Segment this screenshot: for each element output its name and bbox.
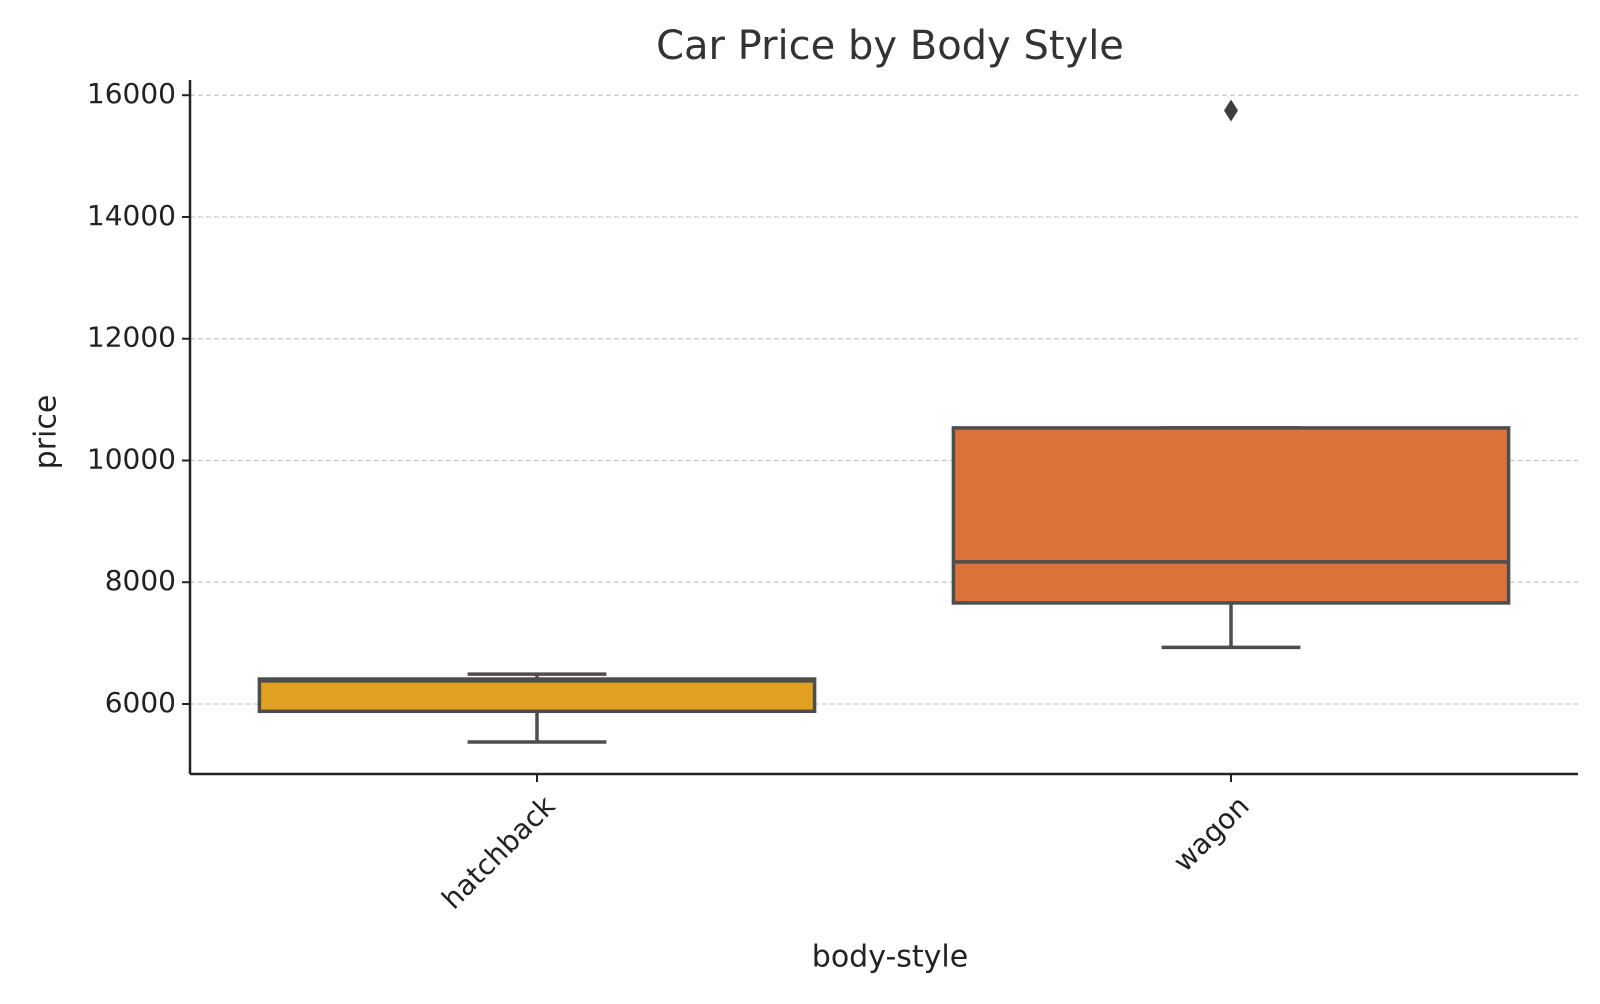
y-tick-label: 14000	[87, 199, 176, 232]
y-tick-label: 8000	[105, 564, 176, 597]
y-tick-label: 16000	[87, 77, 176, 110]
box	[951, 426, 1511, 605]
y-tick-label: 6000	[105, 686, 176, 719]
x-axis-label: body-style	[812, 940, 968, 975]
box	[257, 677, 817, 714]
y-tick-label: 12000	[87, 321, 176, 354]
x-tick-label: wagon	[1167, 789, 1256, 878]
y-tick-label: 10000	[87, 442, 176, 475]
outlier	[1224, 99, 1238, 122]
y-axis-label: price	[29, 395, 64, 470]
chart-title: Car Price by Body Style	[656, 23, 1124, 69]
x-tick-label: hatchback	[435, 789, 562, 916]
